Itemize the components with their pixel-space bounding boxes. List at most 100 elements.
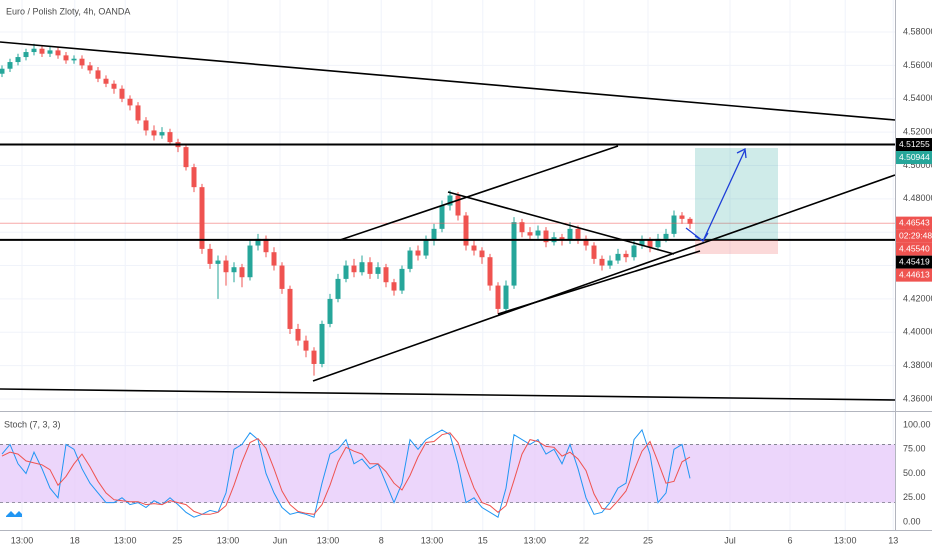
- y-tick-label: 75.00: [903, 444, 926, 454]
- candle-body: [671, 215, 677, 234]
- candle-body: [143, 120, 149, 131]
- x-tick-label: 13:00: [834, 535, 857, 545]
- candle-body: [679, 215, 685, 219]
- x-tick-label: 13:00: [217, 535, 240, 545]
- candle-body: [183, 147, 189, 168]
- y-tick-label: 4.48000: [903, 193, 932, 203]
- y-tick-label: 4.56000: [903, 60, 932, 70]
- candle-body: [375, 267, 381, 274]
- price-label-box: [896, 242, 932, 256]
- candle-body: [527, 232, 533, 236]
- trendline: [339, 145, 619, 241]
- candle-body: [407, 250, 413, 269]
- x-tick-label: 13: [888, 535, 898, 545]
- candle-body: [303, 340, 309, 351]
- candle-body: [455, 195, 461, 216]
- y-tick-label: 25.00: [903, 492, 926, 502]
- candle-body: [607, 260, 613, 266]
- x-tick-label: 13:00: [524, 535, 547, 545]
- candle-body: [319, 323, 325, 364]
- candle-body: [327, 298, 333, 324]
- candle-body: [439, 205, 445, 229]
- x-tick-label: 22: [579, 535, 589, 545]
- chart-title: Euro / Polish Zloty, 4h, OANDA: [6, 6, 130, 16]
- trendline: [0, 388, 896, 401]
- candle-body: [583, 238, 589, 246]
- arrow-head: [736, 148, 747, 159]
- trendline: [447, 191, 675, 255]
- grid: [0, 0, 895, 530]
- y-tick-label: 4.38000: [903, 360, 932, 370]
- trendline: [497, 250, 701, 315]
- candle-body: [47, 50, 53, 54]
- candle-body: [567, 228, 573, 241]
- stoch-line: [1, 428, 691, 518]
- x-tick-label: 13:00: [114, 535, 137, 545]
- candle-body: [431, 228, 437, 241]
- candle-body: [591, 245, 597, 259]
- candle-body: [167, 132, 173, 143]
- price-label: 4.45419: [899, 256, 930, 266]
- x-tick-label: Jul: [724, 535, 736, 545]
- candle-body: [111, 83, 117, 89]
- arrow-head: [694, 232, 709, 242]
- candle-body: [135, 105, 141, 121]
- price-label-box: [896, 255, 932, 269]
- price-label: 4.51255: [899, 139, 930, 149]
- y-tick-label: 4.54000: [903, 93, 932, 103]
- candle-body: [463, 215, 469, 246]
- y-tick-label: 4.36000: [903, 393, 932, 403]
- candle-body: [663, 233, 669, 239]
- candle-body: [159, 132, 165, 136]
- indicator-title: Stoch (7, 3, 3): [4, 419, 61, 429]
- band-fill: [0, 444, 895, 503]
- candle-body: [383, 267, 389, 283]
- candle-body: [63, 55, 69, 61]
- price-label: 4.50944: [899, 152, 930, 162]
- candle-body: [415, 250, 421, 256]
- candle-body: [367, 262, 373, 274]
- candle-body: [127, 98, 133, 106]
- candle-body: [639, 240, 645, 246]
- candle-body: [247, 245, 253, 278]
- y-tick-label: 100.00: [903, 419, 931, 429]
- candle-body: [199, 187, 205, 249]
- candle-body: [479, 250, 485, 258]
- x-tick-label: 13:00: [11, 535, 34, 545]
- candle-body: [623, 253, 629, 258]
- candle-body: [615, 253, 621, 261]
- candle-body: [631, 245, 637, 258]
- x-tick-label: 6: [787, 535, 792, 545]
- drawings: [0, 41, 896, 401]
- candle-body: [599, 258, 605, 266]
- candle-body: [39, 48, 45, 54]
- candle-body: [575, 228, 581, 239]
- price-label: 4.45540: [899, 243, 930, 253]
- candle-body: [23, 52, 29, 58]
- candle-body: [559, 237, 565, 241]
- x-tick-label: 15: [478, 535, 488, 545]
- candle-body: [503, 285, 509, 309]
- candle-body: [399, 268, 405, 291]
- countdown-label: 02:29:48: [899, 230, 932, 240]
- candle-body: [279, 265, 285, 289]
- x-tick-label: Jun: [273, 535, 288, 545]
- trendline: [0, 41, 896, 121]
- candle-body: [31, 48, 37, 53]
- price-label: 4.46543: [899, 217, 930, 227]
- candle-body: [655, 238, 661, 248]
- candle-body: [295, 328, 301, 341]
- candle-body: [151, 130, 157, 136]
- candle-body: [391, 282, 397, 291]
- trendline: [312, 174, 896, 382]
- y-tick-label: 0.00: [903, 516, 921, 526]
- candle-body: [55, 50, 61, 56]
- stoch-line: [1, 432, 691, 515]
- stoch-band: [0, 444, 895, 504]
- candle-body: [343, 265, 349, 279]
- candle-body: [335, 278, 341, 299]
- y-tick-label: 4.42000: [903, 293, 932, 303]
- candle-body: [359, 262, 365, 273]
- candle-body: [255, 238, 261, 246]
